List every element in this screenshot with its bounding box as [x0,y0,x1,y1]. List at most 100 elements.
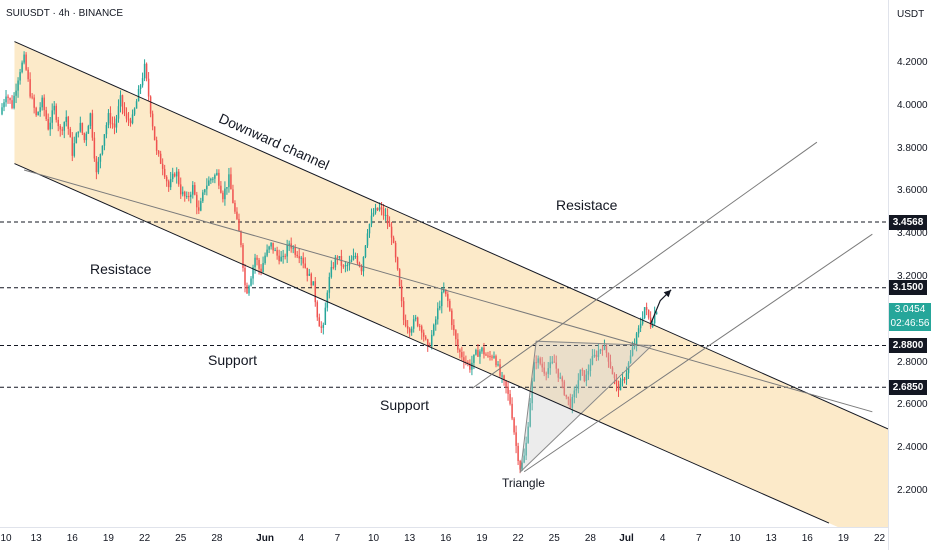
candle-body [202,192,204,202]
candle-body [179,184,182,195]
candle-body [521,462,523,470]
candle-body [443,289,445,292]
candle-body [328,276,331,293]
candle-body [25,54,27,70]
candle-body [125,113,128,119]
candle-body [31,96,33,98]
y-tick-label: 4.0000 [897,99,928,111]
candle-body [208,180,210,186]
candle-body [439,306,441,309]
candle-body [519,460,521,470]
candle-body [284,255,286,257]
x-tick-label: 25 [548,533,560,544]
candle-body [316,302,319,318]
y-tick-label: 3.6000 [897,185,928,197]
candle-body [368,224,371,234]
candle-body [619,380,622,391]
candle-body [95,158,98,173]
candle-body [625,373,628,380]
candle-body [196,194,198,208]
candle-body [605,345,608,353]
candle-body [19,72,21,81]
x-tick-label: 16 [440,533,452,544]
candle-body [59,126,61,130]
candle-body [362,256,365,272]
descending-trendline[interactable] [23,169,873,413]
candle-body [420,326,423,333]
price-chart[interactable] [0,0,888,527]
candle-body [465,361,467,363]
annotation-triangle: Triangle [502,476,545,490]
candle-body [308,273,311,276]
candle-body [527,426,529,443]
x-tick-label: 22 [874,533,886,544]
candle-body [386,214,389,224]
candle-body [641,317,644,324]
level-tag-2: 2.8800 [889,337,927,353]
candle-body [272,242,274,251]
candle-body [633,344,636,348]
candle-body [529,403,531,427]
candle-body [198,207,200,211]
candle-body [525,442,527,456]
candle-body [129,120,132,124]
candle-body [384,214,387,216]
candle-body [254,257,256,268]
y-tick-label: 2.6000 [897,399,928,411]
candle-body [210,178,212,181]
candle-body [149,96,152,114]
candle-body [505,380,507,387]
candle-body [232,189,234,204]
candle-body [543,367,545,374]
candle-body [449,300,451,311]
bar-countdown: 02:46:56 [890,318,930,329]
candle-body [71,137,74,156]
candle-body [645,307,648,310]
candle-body [583,370,586,381]
candle-body [370,215,373,225]
ascending-channel-upper-line[interactable] [472,141,818,389]
candle-body [559,377,562,379]
candle-body [1,107,3,115]
candle-body [621,378,624,381]
candle-body [250,278,252,286]
candle-body [206,185,208,190]
candle-body [218,172,220,186]
channel-lower-line[interactable] [14,163,830,524]
candle-body [159,153,162,164]
candle-body [312,281,315,286]
candle-body [499,364,501,376]
candle-body [390,226,393,238]
candle-body [437,308,439,320]
x-tick-label: 22 [512,533,524,544]
candle-body [457,339,459,350]
candle-body [639,323,642,329]
candle-body [503,375,505,381]
candle-body [310,273,313,286]
ascending-channel-lower-line[interactable] [523,233,873,473]
candle-body [141,78,144,86]
candle-body [200,201,202,211]
channel-upper-line[interactable] [14,41,888,430]
candle-body [214,175,216,179]
price-axis-border [888,0,889,550]
candle-body [563,381,566,395]
candle-body [288,243,290,245]
x-tick-label: 4 [298,533,304,544]
candle-body [344,265,347,267]
candle-body [296,254,298,257]
candle-body [581,369,584,371]
candle-body [11,100,13,109]
candle-body [81,122,84,133]
y-tick-label: 2.8000 [897,356,928,368]
candle-body [194,185,196,195]
candle-body [591,356,594,365]
x-tick-label: 19 [102,533,114,544]
candle-body [577,380,580,389]
candle-body [441,291,443,307]
y-tick-label: 3.8000 [897,142,928,154]
candle-body [501,375,503,377]
candle-body [487,355,489,357]
currency-unit: USDT [897,9,925,20]
candle-body [603,345,606,350]
